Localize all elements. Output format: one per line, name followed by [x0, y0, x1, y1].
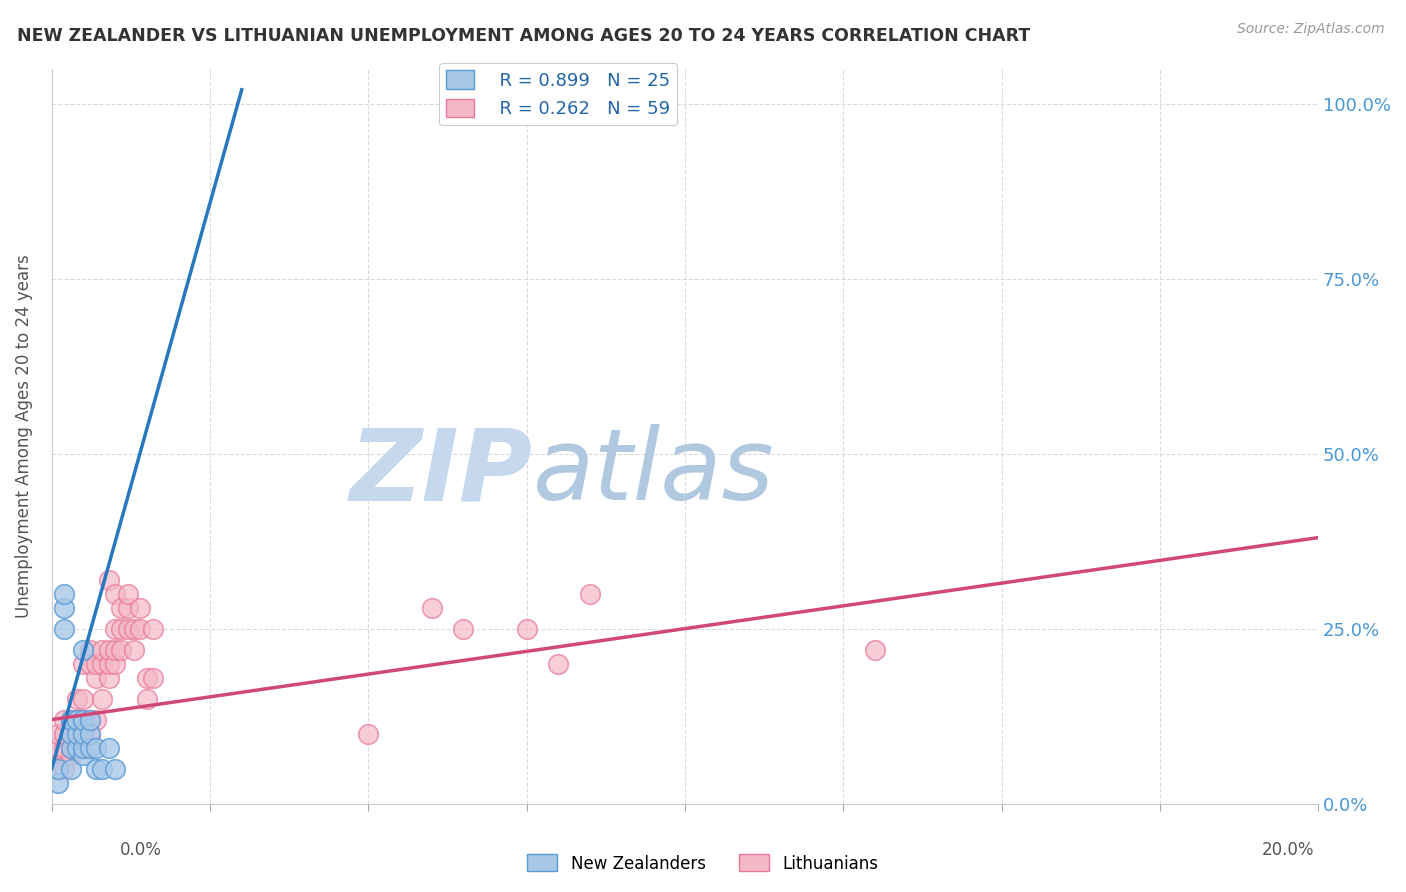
Point [104, 762, 127, 776]
Point [72, 747, 94, 762]
Point [129, 622, 152, 636]
Legend: New Zealanders, Lithuanians: New Zealanders, Lithuanians [520, 847, 886, 880]
Y-axis label: Unemployment Among Ages 20 to 24 years: Unemployment Among Ages 20 to 24 years [15, 254, 32, 618]
Point [66, 740, 89, 755]
Point [97, 671, 120, 685]
Point [97, 740, 120, 755]
Text: ZIP: ZIP [350, 425, 533, 522]
Point [72, 713, 94, 727]
Point [104, 642, 127, 657]
Point [863, 642, 886, 657]
Point [91, 642, 114, 657]
Point [46, 740, 69, 755]
Point [59, 713, 82, 727]
Point [72, 740, 94, 755]
Point [91, 657, 114, 671]
Point [110, 600, 132, 615]
Point [117, 586, 139, 600]
Point [79, 657, 101, 671]
Point [453, 622, 475, 636]
Point [66, 713, 89, 727]
Text: 20.0%: 20.0% [1263, 840, 1315, 858]
Point [135, 671, 157, 685]
Point [104, 586, 127, 600]
Point [53, 713, 76, 727]
Point [72, 691, 94, 706]
Point [91, 691, 114, 706]
Point [122, 642, 145, 657]
Text: atlas: atlas [533, 425, 775, 522]
Point [79, 726, 101, 740]
Point [97, 642, 120, 657]
Point [59, 726, 82, 740]
Point [53, 600, 76, 615]
Point [97, 573, 120, 587]
Point [79, 740, 101, 755]
Point [97, 657, 120, 671]
Point [84, 713, 107, 727]
Point [66, 691, 89, 706]
Point [84, 657, 107, 671]
Text: 0.0%: 0.0% [120, 840, 162, 858]
Point [46, 726, 69, 740]
Point [122, 622, 145, 636]
Point [66, 713, 89, 727]
Point [59, 726, 82, 740]
Text: Source: ZipAtlas.com: Source: ZipAtlas.com [1237, 22, 1385, 37]
Point [72, 726, 94, 740]
Point [66, 726, 89, 740]
Point [79, 642, 101, 657]
Point [104, 657, 127, 671]
Point [46, 762, 69, 776]
Point [72, 713, 94, 727]
Point [547, 657, 569, 671]
Point [79, 713, 101, 727]
Point [142, 622, 165, 636]
Point [117, 600, 139, 615]
Legend:   R = 0.899   N = 25,   R = 0.262   N = 59: R = 0.899 N = 25, R = 0.262 N = 59 [439, 63, 678, 125]
Text: NEW ZEALANDER VS LITHUANIAN UNEMPLOYMENT AMONG AGES 20 TO 24 YEARS CORRELATION C: NEW ZEALANDER VS LITHUANIAN UNEMPLOYMENT… [17, 27, 1031, 45]
Point [59, 762, 82, 776]
Point [84, 671, 107, 685]
Point [72, 740, 94, 755]
Point [46, 775, 69, 789]
Point [66, 726, 89, 740]
Point [79, 713, 101, 727]
Point [84, 762, 107, 776]
Point [79, 726, 101, 740]
Point [420, 600, 443, 615]
Point [53, 740, 76, 755]
Point [110, 622, 132, 636]
Point [53, 762, 76, 776]
Point [72, 642, 94, 657]
Point [142, 671, 165, 685]
Point [117, 622, 139, 636]
Point [59, 713, 82, 727]
Point [53, 622, 76, 636]
Point [72, 726, 94, 740]
Point [59, 740, 82, 755]
Point [129, 600, 152, 615]
Point [84, 740, 107, 755]
Point [579, 586, 602, 600]
Point [46, 762, 69, 776]
Point [59, 747, 82, 762]
Point [66, 740, 89, 755]
Point [53, 586, 76, 600]
Point [72, 657, 94, 671]
Point [110, 642, 132, 657]
Point [135, 691, 157, 706]
Point [104, 622, 127, 636]
Point [91, 762, 114, 776]
Point [516, 622, 538, 636]
Point [357, 726, 380, 740]
Point [59, 740, 82, 755]
Point [53, 726, 76, 740]
